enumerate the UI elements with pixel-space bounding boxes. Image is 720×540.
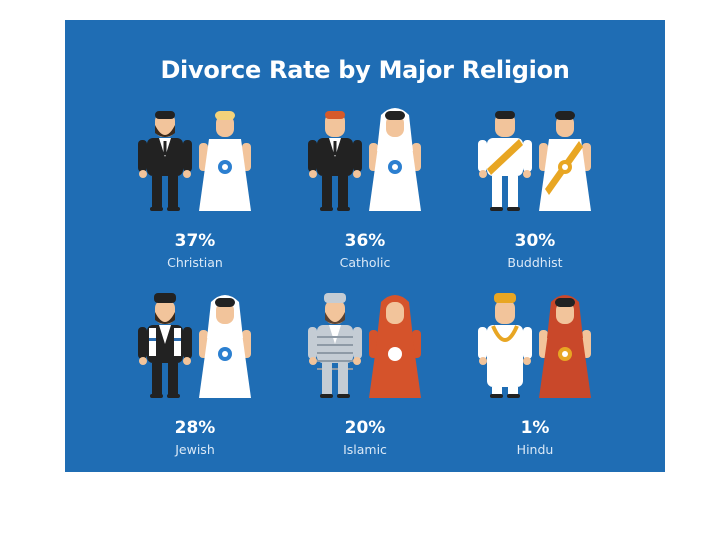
jewish-couple-icon	[138, 293, 251, 398]
religion-label: Catholic	[339, 255, 391, 270]
groom-figure	[308, 111, 362, 211]
groom-figure	[138, 293, 192, 398]
divorce-rate-value: 20%	[344, 418, 386, 438]
religion-cell-buddhist: 30% Buddhist	[435, 105, 635, 285]
islamic-couple-icon	[308, 293, 421, 398]
buddhist-couple-icon	[478, 111, 591, 211]
religion-label: Jewish	[175, 442, 215, 457]
religion-label: Buddhist	[507, 255, 563, 270]
divorce-rate-value: 1%	[520, 418, 550, 438]
hindu-couple-icon	[478, 293, 591, 398]
divorce-rate-value: 36%	[344, 231, 386, 251]
bride-figure	[369, 108, 421, 211]
religion-label: Christian	[167, 255, 223, 270]
groom-figure	[478, 111, 532, 211]
religion-cell-hindu: 1% Hindu	[435, 292, 635, 472]
chart-title: Divorce Rate by Major Religion	[160, 56, 570, 84]
groom-figure	[478, 293, 532, 398]
religion-cell-jewish: 28% Jewish	[95, 292, 295, 472]
divorce-rate-value: 37%	[174, 231, 216, 251]
religion-cell-islamic: 20% Islamic	[265, 292, 465, 472]
infographic-panel: Divorce Rate by Major Religion 37% Christ…	[65, 20, 665, 472]
groom-figure	[138, 111, 192, 211]
religion-label: Islamic	[343, 442, 387, 457]
catholic-couple-icon	[308, 108, 421, 211]
religion-cell-catholic: 36% Catholic	[265, 105, 465, 285]
bride-figure	[199, 111, 251, 211]
christian-couple-icon	[138, 111, 251, 211]
divorce-rate-value: 30%	[514, 231, 556, 251]
bride-figure	[199, 295, 251, 398]
bride-figure	[539, 111, 591, 211]
bride-figure	[369, 295, 421, 398]
religion-cell-christian: 37% Christian	[95, 105, 295, 285]
bride-figure	[539, 295, 591, 398]
religion-label: Hindu	[516, 442, 554, 457]
groom-figure	[308, 293, 362, 398]
divorce-rate-value: 28%	[174, 418, 216, 438]
